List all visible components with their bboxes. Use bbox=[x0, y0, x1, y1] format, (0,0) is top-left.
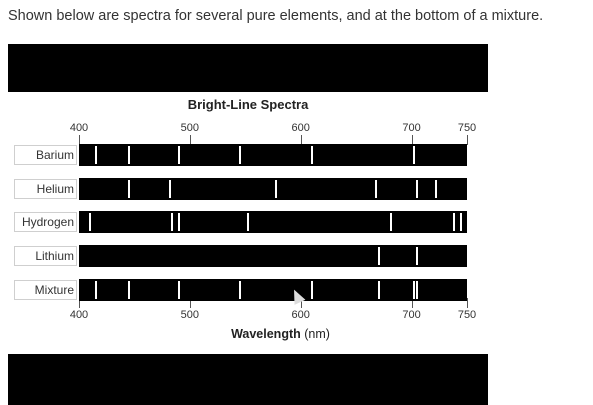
emission-line bbox=[127, 180, 130, 198]
emission-line bbox=[310, 146, 313, 164]
emission-line bbox=[246, 213, 249, 231]
emission-line bbox=[127, 281, 130, 299]
spectrum-label: Barium bbox=[35, 148, 74, 162]
emission-line bbox=[89, 213, 92, 231]
emission-line bbox=[452, 213, 455, 231]
axis-unit: (nm) bbox=[304, 327, 330, 341]
emission-line bbox=[94, 281, 97, 299]
emission-line bbox=[378, 281, 381, 299]
emission-line bbox=[389, 213, 392, 231]
spectrum-label-box bbox=[14, 246, 77, 266]
bottom-tick-mark bbox=[411, 298, 413, 308]
bottom-tick-mark bbox=[467, 298, 468, 308]
spectrum-bar bbox=[79, 245, 467, 267]
bottom-tick-mark bbox=[300, 298, 302, 308]
emission-line bbox=[434, 180, 437, 198]
top-tick-mark bbox=[79, 135, 80, 145]
emission-line bbox=[416, 281, 419, 299]
emission-line bbox=[177, 281, 180, 299]
top-tick-label: 400 bbox=[69, 122, 89, 134]
spectrum-label: Helium bbox=[36, 182, 74, 196]
bottom-tick-label: 750 bbox=[457, 309, 477, 321]
emission-line bbox=[168, 180, 171, 198]
emission-line bbox=[412, 146, 415, 164]
top-tick-mark bbox=[411, 135, 413, 145]
top-tick-mark bbox=[467, 135, 468, 145]
emission-line bbox=[275, 180, 278, 198]
emission-line bbox=[416, 180, 419, 198]
top-tick-mark bbox=[300, 135, 302, 145]
emission-line bbox=[127, 146, 130, 164]
emission-line bbox=[310, 281, 313, 299]
emission-line bbox=[94, 146, 97, 164]
figure-title: Bright-Line Spectra bbox=[187, 97, 309, 112]
top-tick-label: 750 bbox=[457, 122, 477, 134]
spectrum-bar bbox=[79, 144, 467, 166]
redacted-banner-top bbox=[8, 44, 488, 92]
axis-title: Wavelength (nm) bbox=[8, 327, 553, 341]
spectrum-bar bbox=[79, 279, 467, 301]
redacted-banner-bottom bbox=[8, 354, 488, 405]
top-tick-label: 600 bbox=[291, 122, 310, 134]
bottom-tick-label: 600 bbox=[291, 309, 310, 321]
emission-line bbox=[378, 247, 381, 265]
emission-line bbox=[171, 213, 174, 231]
top-tick-label: 500 bbox=[180, 122, 200, 134]
spectra-figure: Bright-Line Spectra 400 500 600 700 750 400 5… bbox=[8, 92, 488, 354]
top-tick-label: 700 bbox=[402, 122, 421, 134]
bottom-tick-mark bbox=[79, 298, 80, 308]
emission-line bbox=[238, 146, 241, 164]
emission-line bbox=[177, 213, 180, 231]
emission-line bbox=[460, 213, 463, 231]
bottom-tick-label: 400 bbox=[69, 309, 89, 321]
emission-line bbox=[375, 180, 378, 198]
emission-line bbox=[412, 281, 415, 299]
spectrum-label: Lithium bbox=[35, 249, 74, 263]
spectrum-label-box bbox=[14, 280, 77, 300]
spectrum-label-box bbox=[14, 145, 77, 165]
bottom-tick-label: 500 bbox=[180, 309, 200, 321]
spectrum-label-box bbox=[14, 179, 77, 199]
spectrum-label: Mixture bbox=[34, 283, 74, 297]
emission-line bbox=[238, 281, 241, 299]
top-tick-mark bbox=[189, 135, 191, 145]
spectrum-bar bbox=[79, 178, 467, 200]
spectrum-label-box bbox=[14, 212, 77, 232]
bottom-tick-label: 700 bbox=[402, 309, 421, 321]
question-text: Shown below are spectra for several pure… bbox=[8, 8, 544, 24]
emission-line bbox=[177, 146, 180, 164]
bottom-tick-mark bbox=[189, 298, 191, 308]
spectrum-bar bbox=[79, 211, 467, 233]
emission-line bbox=[416, 247, 419, 265]
spectrum-label: Hydrogen bbox=[21, 215, 74, 229]
axis-title-text: Wavelength bbox=[231, 327, 301, 341]
